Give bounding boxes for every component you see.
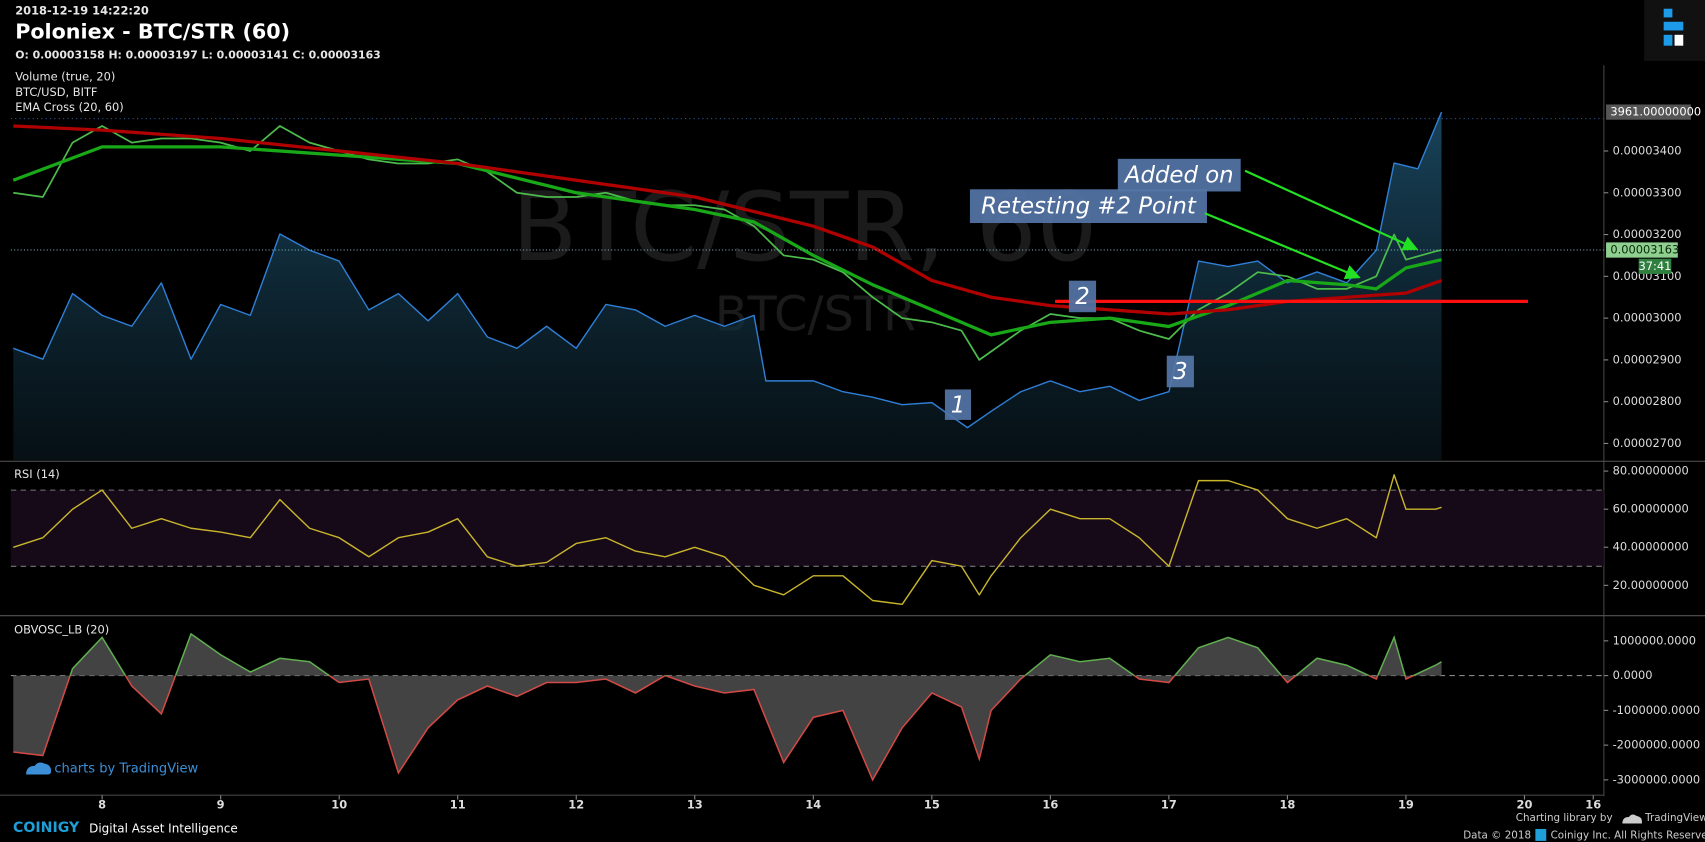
plot-layer: BTC/STR, 60BTC/STR0.000027000.000028000.…: [10, 70, 1701, 812]
obv-line-negative: [13, 675, 1416, 782]
annotation-box: [969, 189, 1207, 224]
series-line: [13, 124, 1443, 316]
y-tick-label: 1000000.0000: [1613, 633, 1696, 647]
tv-badge: charts by TradingView: [26, 762, 199, 777]
x-tick-label: 20: [1517, 798, 1533, 812]
data-credit: Data © 2018: [1463, 829, 1531, 841]
rsi-band: [10, 490, 1604, 567]
y2-label-bg: [1606, 104, 1691, 120]
y-tick-label: 0.00003200: [1613, 227, 1682, 241]
series-area: [13, 112, 1442, 461]
legend-entry: BTC/USD, BITF: [15, 85, 97, 99]
x-tick-label: 16: [1042, 798, 1058, 812]
y-tick-label: -1000000.0000: [1613, 703, 1701, 717]
y-tick-label: -3000000.0000: [1613, 772, 1701, 786]
panel-title: OBVOSC_LB (20): [14, 622, 109, 636]
annotation-box: [1166, 355, 1194, 388]
tagline: Digital Asset Intelligence: [89, 821, 238, 835]
series-line: [13, 111, 1443, 429]
y-tick-label: 0.00002900: [1613, 352, 1682, 366]
logo-part: [1663, 21, 1684, 31]
rights: Coinigy Inc. All Rights Reserved.: [1551, 829, 1705, 841]
title: Poloniex - BTC/STR (60): [15, 20, 290, 44]
x-tick-label: 8: [98, 798, 106, 812]
y-tick-label: 0.00002700: [1613, 436, 1682, 450]
logo: [1644, 0, 1705, 61]
obv-line-positive: [69, 632, 1442, 676]
x-tick-label: 16: [1585, 798, 1601, 812]
annotation: 2: [1075, 284, 1090, 310]
last-price-label: 0.00003163: [1610, 243, 1679, 257]
arrow: [1204, 212, 1361, 280]
x-tick-label: 19: [1398, 798, 1414, 812]
annotation-box: [1117, 158, 1241, 192]
tv-cloud: [26, 762, 52, 775]
x-tick-label: 13: [687, 798, 703, 812]
series-line: [13, 125, 1442, 361]
logo-part: [1674, 34, 1684, 46]
y-tick-label: -2000000.0000: [1613, 738, 1701, 752]
library-name: TradingView: [1644, 812, 1705, 824]
y2-tick-label: 3961.00000000: [1610, 105, 1701, 119]
panel-title: RSI (14): [14, 467, 60, 481]
countdown: 37:41: [1639, 259, 1672, 273]
brand: COINIGY: [13, 820, 80, 836]
y-tick-label: 0.00003000: [1613, 311, 1682, 325]
logo-part: [1663, 8, 1673, 18]
y-tick-label: 20.00000000: [1613, 578, 1689, 592]
coinigy-icon: [1535, 828, 1547, 841]
y-tick-label: 80.00000000: [1613, 464, 1689, 478]
x-tick-label: 10: [331, 798, 347, 812]
series-line: [13, 474, 1442, 606]
series-line: [12, 145, 1442, 337]
watermark: BTC/STR, 60: [512, 171, 1098, 283]
y-tick-label: 0.00003300: [1613, 185, 1682, 199]
y-tick-label: 60.00000000: [1613, 502, 1689, 516]
library-text: Charting library by: [1516, 812, 1613, 824]
x-tick-label: 15: [924, 798, 940, 812]
y-tick-label: 0.00003400: [1613, 144, 1682, 158]
annotation-box: [1068, 280, 1097, 313]
y-tick-label: 40.00000000: [1613, 540, 1689, 554]
x-tick-label: 14: [805, 798, 821, 812]
annotation-box: [944, 389, 972, 420]
y-tick-label: 0.00002800: [1613, 394, 1682, 408]
arrow: [1244, 169, 1419, 251]
y-tick-label: 0.0000: [1613, 668, 1653, 682]
x-tick-label: 18: [1279, 798, 1295, 812]
tv-cloud: [1622, 814, 1642, 824]
tv-badge-text: charts by TradingView: [54, 762, 198, 777]
x-tick-label: 17: [1161, 798, 1177, 812]
legend-entry: Volume (true, 20): [15, 70, 115, 84]
timestamp: 2018-12-19 14:22:20: [15, 3, 149, 17]
legend-entry: EMA Cross (20, 60): [15, 100, 124, 114]
last-price-bg: [1606, 242, 1678, 258]
countdown-bg: [1638, 258, 1672, 274]
obv-area: [13, 633, 1442, 780]
annotation: 3: [1173, 359, 1188, 385]
annotation: Retesting #2 Point: [981, 194, 1197, 220]
logo-part: [1663, 34, 1673, 46]
x-tick-label: 11: [450, 798, 466, 812]
x-tick-label: 9: [217, 798, 225, 812]
annotation: 1: [951, 392, 966, 418]
x-tick-label: 12: [568, 798, 584, 812]
ohlc: O: 0.00003158 H: 0.00003197 L: 0.0000314…: [15, 48, 380, 61]
annotation: Added on: [1123, 163, 1234, 189]
